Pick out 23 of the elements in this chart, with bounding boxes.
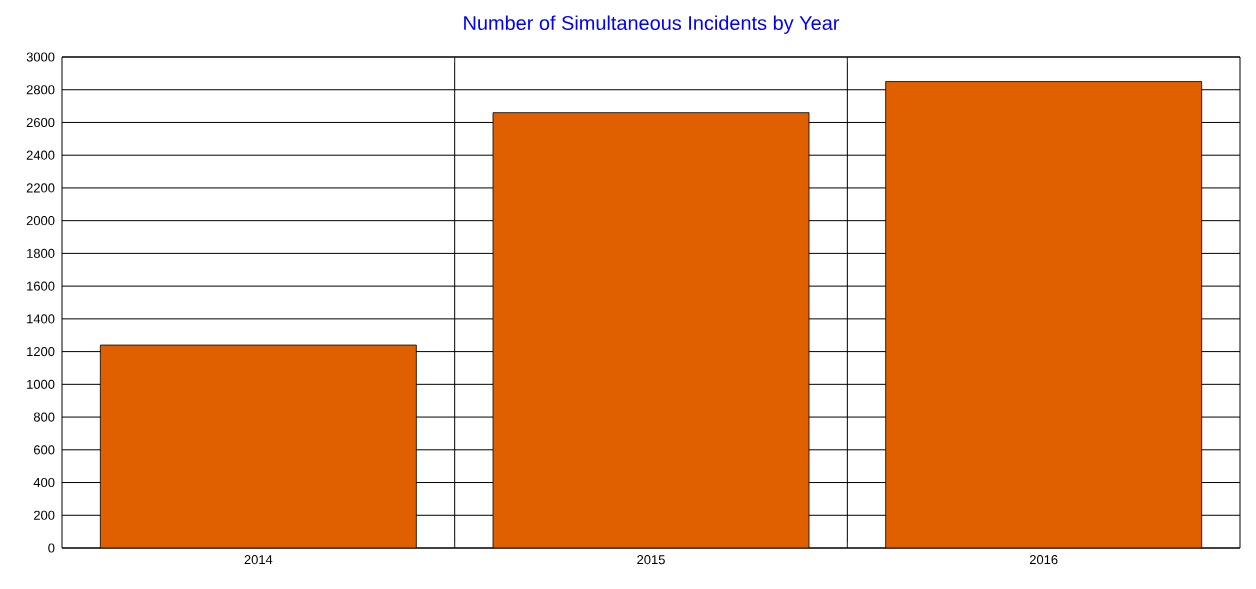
x-tick-label: 2014 [244, 555, 273, 565]
x-tick-label: 2016 [1029, 555, 1058, 565]
bar [99, 344, 417, 548]
y-tick-label: 2200 [26, 183, 55, 193]
bar [885, 81, 1203, 548]
y-tick-label: 1200 [27, 347, 55, 357]
y-tick-label: 1400 [27, 314, 55, 324]
bar [492, 112, 810, 548]
y-tick-label: 1800 [27, 248, 55, 258]
y-tick-label: 1600 [27, 281, 55, 291]
y-tick-label: 0 [48, 543, 55, 553]
y-tick-label: 200 [34, 510, 55, 520]
y-tick-label: 2600 [26, 117, 55, 128]
y-tick-label: 400 [33, 477, 55, 488]
y-tick-label: 800 [33, 412, 55, 422]
chart-title: Number of Simultaneous Incidents by Year [464, 15, 840, 34]
x-tick-label: 2015 [637, 555, 665, 565]
y-tick-label: 2800 [26, 85, 55, 95]
y-tick-label: 2000 [26, 216, 55, 226]
y-tick-label: 2400 [26, 150, 55, 160]
y-tick-label: 600 [34, 445, 55, 455]
y-tick-label: 1000 [27, 379, 55, 389]
y-tick-label: 3000 [26, 52, 55, 62]
